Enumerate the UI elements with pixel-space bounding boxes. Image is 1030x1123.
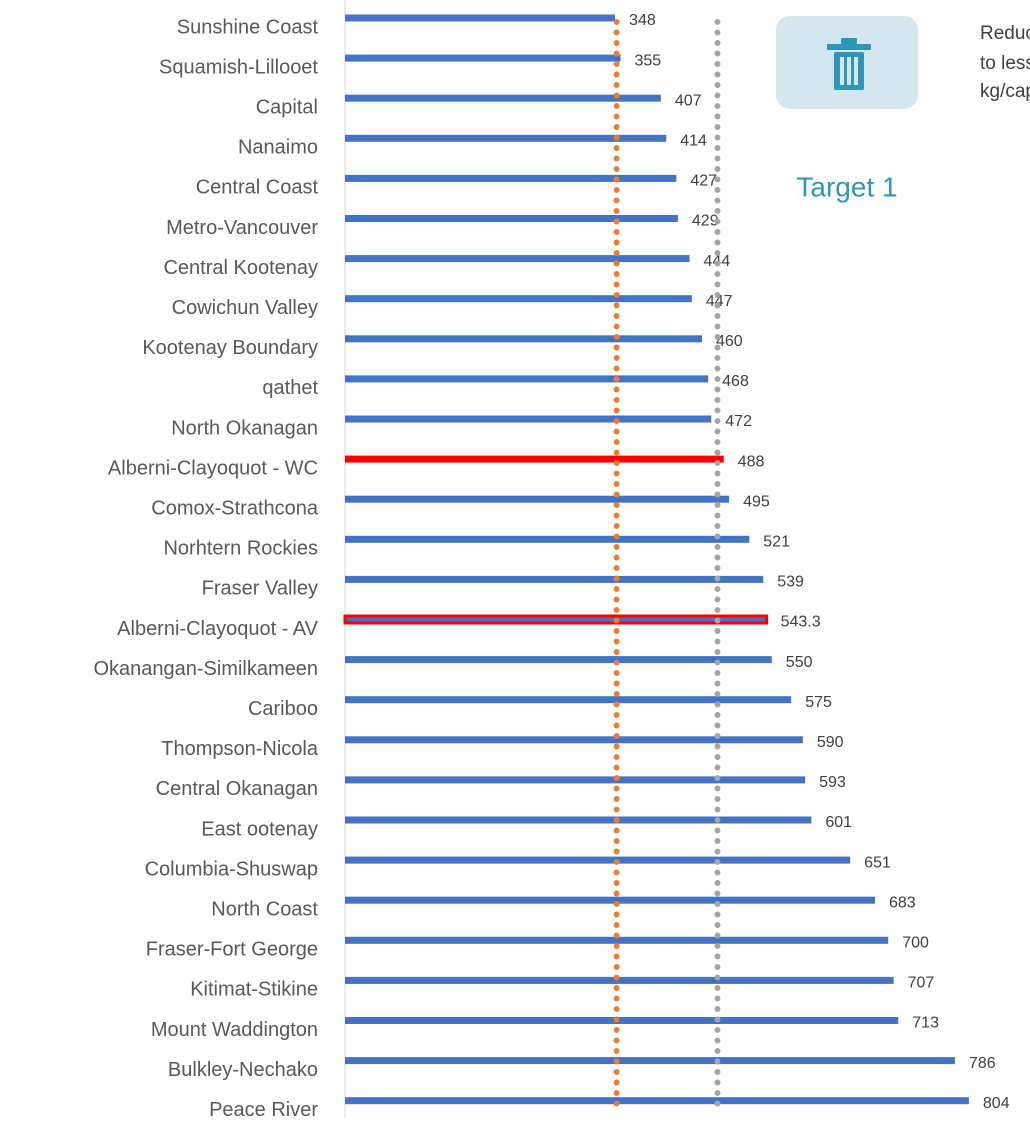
value-label: 707: [908, 975, 935, 992]
category-label: Thompson-Nicola: [161, 738, 319, 760]
bar: [345, 54, 621, 62]
value-label: 543.3: [781, 614, 821, 631]
bar: [345, 936, 889, 944]
category-label: Alberni-Clayoquot - AV: [117, 618, 319, 640]
bar: [345, 575, 764, 583]
bar: [345, 255, 690, 263]
value-label: 468: [722, 373, 749, 390]
value-label: 550: [786, 654, 813, 671]
bar: [345, 415, 712, 423]
value-label: 521: [763, 534, 790, 551]
bar: [343, 614, 769, 625]
category-label: Central Okanagan: [156, 778, 318, 800]
inset-label: Target 1: [796, 171, 897, 202]
bar: [345, 375, 709, 383]
bar: [345, 976, 894, 984]
category-label: North Okanagan: [171, 417, 318, 439]
value-label: 804: [983, 1095, 1010, 1112]
bar: [345, 14, 616, 22]
inset-text: to less: [980, 53, 1030, 74]
category-label: Comox-Strathcona: [151, 497, 319, 519]
category-label: Cowichun Valley: [172, 297, 318, 319]
bar: [345, 455, 724, 463]
value-label: 429: [692, 213, 719, 230]
category-label: Squamish-Lillooet: [159, 56, 318, 78]
category-label: Metro-Vancouver: [166, 217, 318, 239]
bar: [345, 816, 812, 824]
category-label: North Coast: [211, 898, 318, 920]
inset-text: kg/cap: [980, 81, 1030, 102]
category-label: Central Coast: [196, 177, 319, 199]
bar: [345, 295, 692, 303]
category-label: Kitimat-Stikine: [190, 979, 318, 1001]
bar: [345, 1017, 899, 1024]
value-label: 601: [825, 814, 852, 831]
value-label: 495: [743, 493, 770, 510]
category-label: Bulkley-Nechako: [168, 1059, 318, 1081]
value-label: 651: [864, 854, 891, 871]
value-label: 593: [819, 774, 846, 791]
bar: [345, 736, 803, 744]
bar: [345, 776, 806, 784]
category-label: Alberni-Clayoquot - WC: [108, 457, 318, 479]
value-label: 786: [969, 1055, 996, 1072]
category-label: Kootenay Boundary: [142, 337, 318, 359]
value-label: 683: [889, 894, 916, 911]
bar: [345, 1097, 969, 1105]
bar: [345, 174, 677, 182]
category-label: Peace River: [209, 1099, 318, 1121]
bar: [345, 335, 702, 343]
value-label: 447: [706, 293, 733, 310]
category-label: Central Kootenay: [163, 257, 318, 279]
value-label: 713: [912, 1015, 939, 1032]
value-label: 700: [902, 935, 929, 952]
category-label: Fraser Valley: [202, 578, 318, 600]
category-label: Fraser-Fort George: [146, 939, 318, 961]
bar: [345, 696, 792, 704]
value-label: 355: [634, 52, 661, 69]
category-label: Mount Waddington: [151, 1019, 318, 1041]
category-label: Sunshine Coast: [177, 16, 319, 38]
value-label: 407: [675, 92, 702, 109]
value-label: 460: [716, 333, 743, 350]
category-label: Norhtern Rockies: [163, 538, 318, 560]
bar: [345, 134, 667, 142]
value-label: 414: [680, 133, 707, 150]
bar: [345, 535, 750, 543]
value-label: 575: [805, 694, 832, 711]
bar: [345, 495, 730, 503]
category-label: Cariboo: [248, 698, 318, 720]
category-label: qathet: [262, 377, 318, 399]
bar: [345, 94, 661, 102]
category-label: Capital: [256, 96, 318, 118]
value-label: 427: [690, 173, 717, 190]
bar: [345, 896, 876, 904]
category-label: East ootenay: [201, 818, 318, 840]
value-label: 590: [817, 734, 844, 751]
value-label: 488: [738, 453, 765, 470]
trash-icon: [827, 38, 871, 90]
value-label: 472: [725, 413, 752, 430]
category-label: Nanaimo: [238, 137, 318, 159]
bar: [345, 215, 678, 222]
bar: [345, 1057, 955, 1065]
category-label: Okanangan-Similkameen: [93, 658, 318, 680]
bar: [345, 856, 851, 864]
inset-text: Reduc: [980, 23, 1030, 44]
bar: [345, 656, 772, 664]
category-label: Columbia-Shuswap: [145, 858, 318, 880]
value-label: 539: [777, 574, 804, 591]
value-label: 348: [629, 12, 656, 29]
